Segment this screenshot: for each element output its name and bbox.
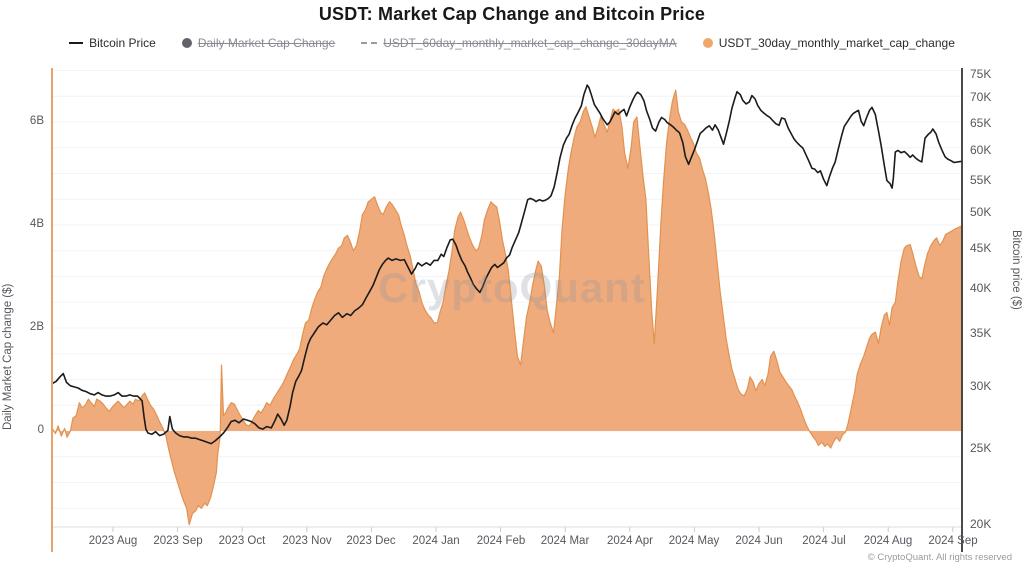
- chart-title: USDT: Market Cap Change and Bitcoin Pric…: [318, 4, 706, 24]
- copyright-footer: © CryptoQuant. All rights reserved: [867, 552, 1012, 563]
- legend-circle-icon: [702, 38, 713, 48]
- legend-line-icon: [69, 42, 84, 44]
- legend-item-usdt-30day-monthly-market-cap-change[interactable]: USDT_30day_monthly_market_cap_change: [702, 36, 955, 50]
- legend-item-usdt-60day-monthly-market-cap-change-30dayma[interactable]: USDT_60day_monthly_market_cap_change_30d…: [361, 36, 677, 50]
- legend-label: Bitcoin Price: [89, 36, 156, 50]
- legend-label: USDT_60day_monthly_market_cap_change_30d…: [383, 36, 677, 50]
- legend-label: Daily Market Cap Change: [197, 36, 336, 50]
- legend-circle-icon: [181, 38, 192, 48]
- legend-label: USDT_30day_monthly_market_cap_change: [718, 36, 955, 50]
- legend-item-bitcoin-price[interactable]: Bitcoin Price: [69, 36, 156, 50]
- legend: Bitcoin Price Daily Market Cap Change USDT…: [0, 36, 1024, 50]
- right-axis-title: Bitcoin price ($): [1010, 230, 1022, 310]
- legend-item-daily-market-cap-change[interactable]: Daily Market Cap Change: [181, 36, 336, 50]
- legend-dashed-line-icon: [361, 42, 378, 44]
